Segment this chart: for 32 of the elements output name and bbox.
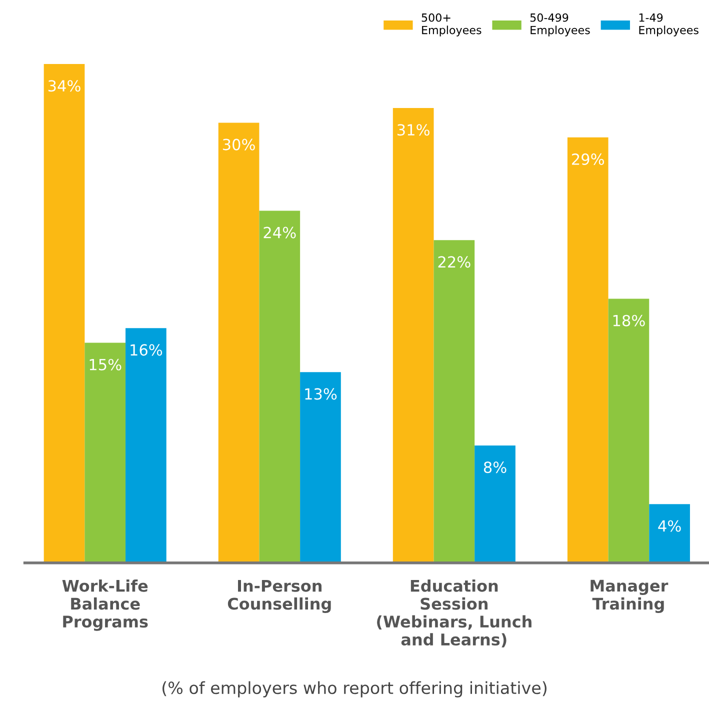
bar [84, 342, 126, 563]
x-tick-label: Work-Life Balance Programs [62, 580, 148, 631]
bar [608, 298, 650, 563]
text: (% of employers who report offering initiative) [162, 681, 546, 698]
x-tick-label: Manager Training [590, 580, 668, 613]
bar [434, 240, 475, 563]
data-label: 31% [398, 124, 430, 136]
data-label: 13% [305, 388, 337, 400]
bar [300, 372, 341, 563]
data-label: 34% [48, 80, 80, 92]
bar [567, 137, 608, 563]
data-label: 18% [613, 314, 645, 326]
bar [218, 122, 260, 563]
data-label: 22% [438, 256, 470, 268]
data-label: 30% [222, 138, 255, 150]
data-label: 16% [130, 344, 162, 356]
legend-label: 50-499 Employees [530, 13, 590, 36]
bar [126, 328, 166, 563]
x-tick-label: Education Session (Webinars, Lunch and Learns) [377, 580, 532, 648]
data-label: 15% [90, 358, 122, 370]
legend-label: 1-49 Employees [639, 13, 698, 36]
bar [392, 108, 434, 563]
data-label: 24% [264, 226, 296, 238]
data-label: 4% [658, 520, 681, 532]
legend-label: 500+ Employees [422, 13, 482, 36]
data-label: 29% [572, 153, 604, 165]
bar [259, 210, 300, 563]
bar [44, 64, 85, 563]
data-label: 8% [484, 462, 506, 474]
bar [474, 445, 516, 563]
bar [649, 504, 690, 563]
x-tick-label: In-Person Counselling [228, 580, 331, 613]
